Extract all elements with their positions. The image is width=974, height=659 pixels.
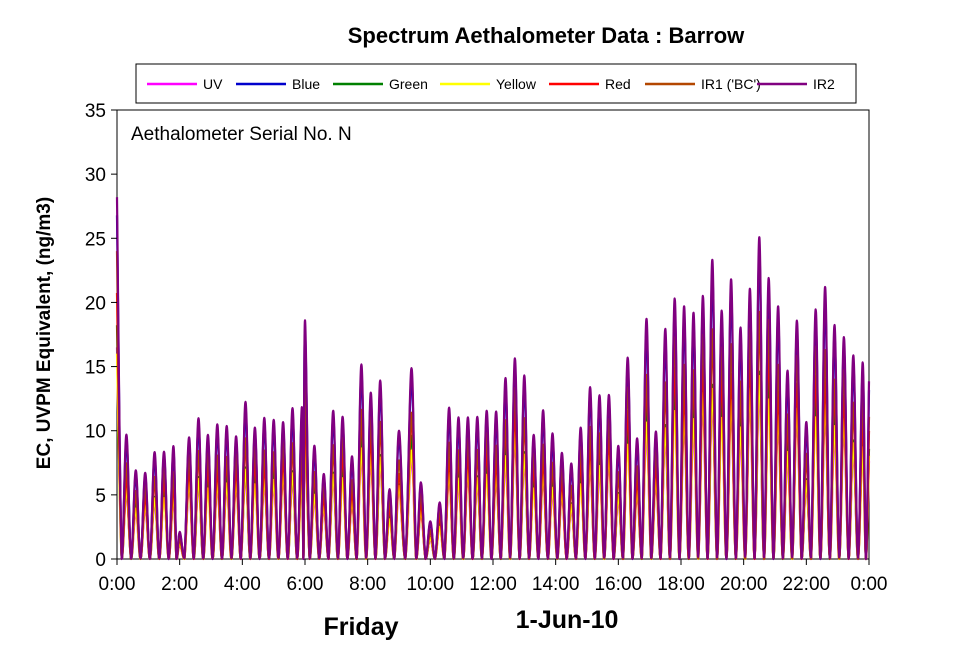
chart-title: Spectrum Aethalometer Data : Barrow: [348, 23, 745, 48]
x-tick-label: 14:00: [532, 574, 580, 595]
y-tick-label: 0: [95, 550, 106, 571]
x-tick-label: 2:00: [161, 574, 198, 595]
legend-label: IR1 ('BC'): [701, 76, 761, 92]
annotation-serial: Aethalometer Serial No. N: [131, 124, 352, 145]
series-line-ir2: [115, 197, 871, 561]
y-tick-label: 5: [95, 486, 106, 507]
x-axis: 0:00 2:00 4:00 6:00 8:00 10:00 12:00 14:00 16:00…: [99, 559, 888, 595]
footer-day: Friday: [323, 613, 398, 641]
x-tick-label: 0:00: [851, 574, 888, 595]
legend-label: Green: [389, 76, 428, 92]
x-tick-label: 8:00: [349, 574, 386, 595]
series-group: [115, 197, 871, 561]
x-tick-label: 18:00: [657, 574, 705, 595]
legend-label: Red: [605, 76, 631, 92]
x-tick-label: 0:00: [99, 574, 136, 595]
legend-label: UV: [203, 76, 223, 92]
y-tick-label: 15: [85, 358, 106, 379]
y-tick-label: 10: [85, 422, 106, 443]
x-tick-label: 6:00: [287, 574, 324, 595]
x-tick-label: 16:00: [595, 574, 643, 595]
y-tick-label: 35: [85, 101, 106, 122]
x-tick-label: 12:00: [469, 574, 517, 595]
x-tick-label: 4:00: [224, 574, 261, 595]
y-tick-label: 25: [85, 229, 106, 250]
x-tick-label: 20:00: [720, 574, 768, 595]
y-axis: 0 5 10 15 20 25 30 35: [85, 101, 117, 571]
x-tick-label: 22:00: [783, 574, 831, 595]
y-axis-label: EC, UVPM Equivalent, (ng/m3): [34, 197, 55, 469]
y-tick-label: 30: [85, 165, 106, 186]
legend-label: IR2: [813, 76, 835, 92]
legend: UV Blue Green Yellow Red IR1 ('BC') IR2: [135, 63, 857, 104]
y-tick-label: 20: [85, 293, 106, 314]
footer-date: 1-Jun-10: [516, 606, 619, 634]
legend-label: Blue: [292, 76, 320, 92]
legend-label: Yellow: [496, 76, 537, 92]
x-tick-label: 10:00: [407, 574, 455, 595]
